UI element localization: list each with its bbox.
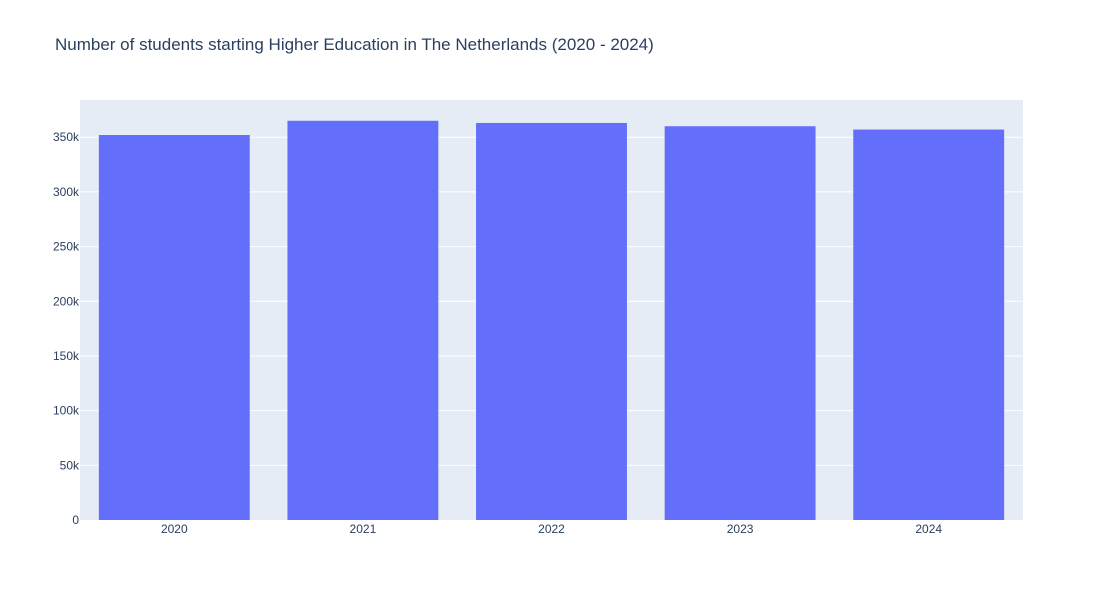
x-tick-label: 2023 <box>727 522 754 536</box>
y-tick-label: 150k <box>53 349 80 363</box>
x-tick-label: 2021 <box>350 522 377 536</box>
bar-2023[interactable] <box>664 126 816 520</box>
bar-2021[interactable] <box>287 120 439 520</box>
y-axis-ticks: 0 50k 100k 150k 200k 250k 300k 350k <box>53 130 80 527</box>
chart-title: Number of students starting Higher Educa… <box>55 35 654 54</box>
bar-2020[interactable] <box>98 135 250 520</box>
x-axis-ticks: 2020 2021 2022 2023 2024 <box>161 522 942 536</box>
y-tick-label: 250k <box>53 240 80 254</box>
y-tick-label: 200k <box>53 294 80 308</box>
y-tick-label: 100k <box>53 404 80 418</box>
y-tick-label: 50k <box>60 458 80 472</box>
y-tick-label: 0 <box>72 513 79 527</box>
bar-2022[interactable] <box>476 122 627 520</box>
y-tick-label: 350k <box>53 130 80 144</box>
x-tick-label: 2022 <box>538 522 565 536</box>
bars <box>98 120 1005 520</box>
y-tick-label: 300k <box>53 185 80 199</box>
x-tick-label: 2020 <box>161 522 188 536</box>
bar-2024[interactable] <box>853 129 1005 520</box>
x-tick-label: 2024 <box>915 522 942 536</box>
